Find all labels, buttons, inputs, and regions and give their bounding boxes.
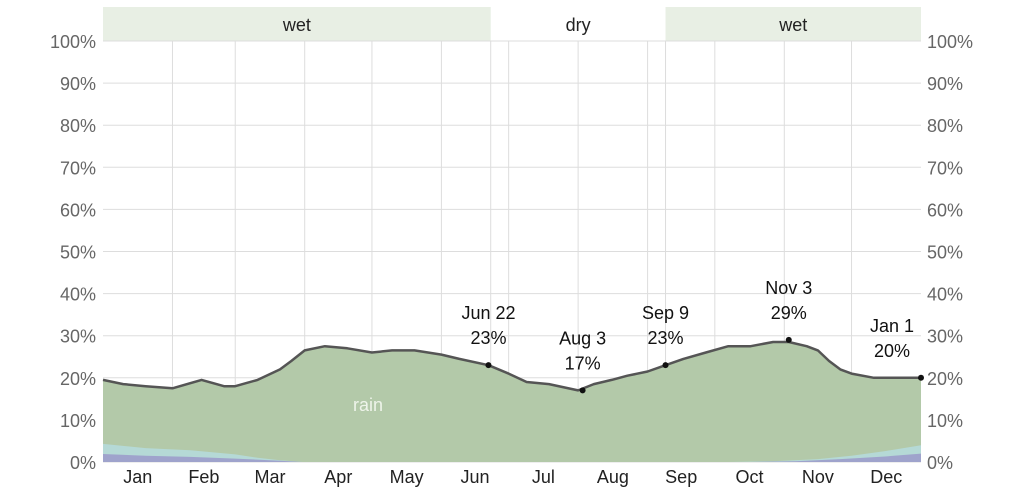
season-label: wet: [282, 15, 311, 35]
annotation-value: 17%: [565, 353, 601, 373]
annotation-point: [785, 336, 792, 343]
annotation-value: 29%: [771, 303, 807, 323]
y-tick-label-right: 10%: [927, 411, 963, 431]
month-label: May: [390, 467, 424, 487]
series-area-1: [103, 342, 921, 462]
rain-line: [102, 340, 921, 392]
month-label: Nov: [802, 467, 834, 487]
y-tick-label-right: 60%: [927, 200, 963, 220]
y-tick-label-right: 90%: [927, 74, 963, 94]
month-label: Jul: [532, 467, 555, 487]
annotation-value: 20%: [874, 341, 910, 361]
annotation-date: Aug 3: [559, 328, 606, 348]
season-label: dry: [566, 15, 591, 35]
y-tick-label-left: 20%: [60, 369, 96, 389]
y-tick-label-left: 90%: [60, 74, 96, 94]
y-tick-label-left: 100%: [50, 32, 96, 52]
y-tick-label-left: 10%: [60, 411, 96, 431]
series-label-rain: rain: [353, 395, 383, 415]
annotation-value: 23%: [647, 328, 683, 348]
annotation-point: [485, 362, 492, 369]
season-bands: wet dry wet: [103, 7, 921, 41]
month-label: Sep: [665, 467, 697, 487]
x-axis: Jan Feb Mar Apr May Jun Jul Aug Sep Oct Nov Dec: [123, 467, 902, 487]
annotation-date: Jun 22: [461, 303, 515, 323]
y-tick-label-left: 80%: [60, 116, 96, 136]
month-label: Aug: [597, 467, 629, 487]
month-label: Apr: [324, 467, 352, 487]
annotation-date: Jan 1: [870, 316, 914, 336]
y-axis-right: 0% 10% 20% 30% 40% 50% 60% 70% 80% 90% 100%: [927, 32, 973, 473]
y-tick-label-left: 60%: [60, 200, 96, 220]
annotation-date: Nov 3: [765, 278, 812, 298]
y-tick-label-right: 100%: [927, 32, 973, 52]
y-tick-label-right: 50%: [927, 243, 963, 263]
y-tick-label-right: 0%: [927, 453, 953, 473]
y-tick-label-right: 70%: [927, 158, 963, 178]
season-label: wet: [778, 15, 807, 35]
series-area-3: [103, 453, 921, 462]
y-tick-label-right: 80%: [927, 116, 963, 136]
series-areas: rain: [102, 340, 921, 462]
y-tick-label-left: 50%: [60, 243, 96, 263]
season-band: [665, 7, 921, 41]
y-tick-label-left: 40%: [60, 285, 96, 305]
annotation-date: Sep 9: [642, 303, 689, 323]
month-label: Oct: [736, 467, 764, 487]
annotation-point: [579, 387, 586, 394]
annotation-point: [918, 374, 924, 381]
month-label: Jan: [123, 467, 152, 487]
annotations: Jun 22 23% Aug 3 17% Sep 9 23% Nov 3 29% Jan 1 20…: [461, 278, 924, 394]
month-label: Jun: [461, 467, 490, 487]
y-tick-label-left: 30%: [60, 327, 96, 347]
month-label: Mar: [254, 467, 285, 487]
month-label: Feb: [188, 467, 219, 487]
y-tick-label-right: 40%: [927, 285, 963, 305]
y-tick-label-left: 0%: [70, 453, 96, 473]
y-tick-label-right: 30%: [927, 327, 963, 347]
season-band: [103, 7, 491, 41]
y-tick-label-left: 70%: [60, 158, 96, 178]
annotation-value: 23%: [470, 328, 506, 348]
annotation-point: [662, 362, 669, 369]
y-tick-label-right: 20%: [927, 369, 963, 389]
y-axis-left: 0% 10% 20% 30% 40% 50% 60% 70% 80% 90% 100%: [50, 32, 96, 473]
month-label: Dec: [870, 467, 902, 487]
